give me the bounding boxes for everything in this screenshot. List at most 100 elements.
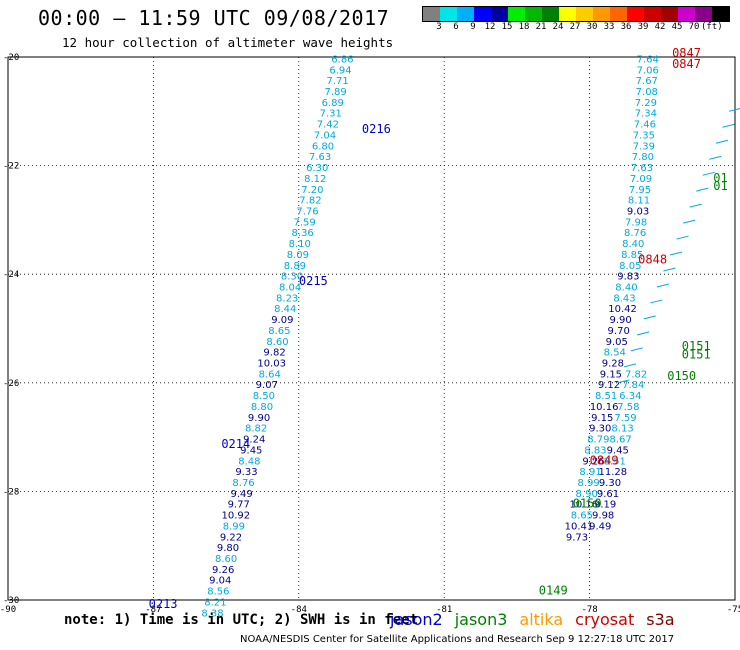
dense-track-mark xyxy=(650,299,663,304)
color-swatch xyxy=(457,7,474,21)
dense-track-mark xyxy=(656,283,669,288)
dense-track-mark xyxy=(617,379,630,384)
satellite-legend-item: altika xyxy=(519,610,564,629)
color-swatch xyxy=(474,7,491,21)
color-scale-tick: 21 xyxy=(535,22,547,32)
dense-track-mark xyxy=(709,155,722,160)
color-scale-tick: 27 xyxy=(569,22,581,32)
wave-height-value: 7.98 xyxy=(625,217,647,228)
axis-labels: -20 -22 -24 -26 -28 -30-90 -87 -84 -81 -78 -75 xyxy=(0,53,740,615)
wave-height-value: 10.16 xyxy=(590,402,619,413)
color-scale-tick: 18 xyxy=(518,22,530,32)
wave-height-value: 7.08 xyxy=(636,87,658,98)
pass-time-label: 0213 xyxy=(149,597,178,611)
wave-height-value: 8.83 xyxy=(584,445,606,456)
wave-height-value: 8.60 xyxy=(266,337,288,348)
wave-height-value: 8.85 xyxy=(621,250,643,261)
dense-track-mark xyxy=(669,251,683,256)
wave-height-value: 8.67 xyxy=(609,435,631,446)
wave-height-value: 8.05 xyxy=(619,261,641,272)
wave-height-value: 9.45 xyxy=(607,445,629,456)
wave-height-value: 9.03 xyxy=(627,206,649,217)
wave-height-value: 6.86 xyxy=(331,54,353,65)
lat-tick-label: -28 xyxy=(3,487,19,497)
wave-height-value: 8.60 xyxy=(215,554,237,565)
color-scale-tick: 39 xyxy=(637,22,649,32)
color-swatch xyxy=(712,7,729,21)
wave-height-value: 7.20 xyxy=(301,185,323,196)
dense-track-mark xyxy=(682,219,696,224)
pass-time-label: 0151 xyxy=(682,347,711,361)
wave-height-tracks: 6.866.947.717.896.897.317.427.046.807.63… xyxy=(201,54,740,619)
color-swatch xyxy=(440,7,457,21)
wave-height-value: 7.89 xyxy=(325,87,347,98)
wave-height-value: 8.36 xyxy=(292,228,314,239)
wave-height-value: 8.50 xyxy=(253,391,275,402)
color-swatch xyxy=(576,7,593,21)
wave-height-value: 8.64 xyxy=(259,369,281,380)
color-swatch xyxy=(593,7,610,21)
wave-height-value: 9.07 xyxy=(256,380,278,391)
wave-height-value: 8.76 xyxy=(232,478,254,489)
color-scale-tick: (ft) xyxy=(701,22,723,32)
wave-height-value: 7.76 xyxy=(296,206,318,217)
wave-height-value: 8.21 xyxy=(204,597,226,608)
wave-height-value: 9.98 xyxy=(592,511,614,522)
wave-height-value: 8.38 xyxy=(201,608,223,619)
wave-height-value: 6.34 xyxy=(619,391,641,402)
wave-height-value: 9.28 xyxy=(602,359,624,370)
wave-height-value: 8.76 xyxy=(624,228,646,239)
wave-height-value: 8.23 xyxy=(276,293,298,304)
color-swatch xyxy=(491,7,508,21)
wave-height-value: 9.15 xyxy=(591,413,613,424)
wave-height-value: 7.06 xyxy=(637,65,659,76)
wave-height-value: 7.80 xyxy=(632,152,654,163)
dense-track-mark xyxy=(689,203,702,208)
wave-height-value: 7.34 xyxy=(635,109,657,120)
dense-track-mark xyxy=(696,187,709,192)
wave-height-value: 9.73 xyxy=(566,532,588,543)
satellite-legend-item: jason3 xyxy=(454,610,508,629)
wave-height-value: 8.43 xyxy=(613,293,635,304)
pass-time-label: 0847 xyxy=(672,57,701,71)
wave-height-value: 9.49 xyxy=(230,489,252,500)
wave-height-value: 8.44 xyxy=(274,304,296,315)
wave-height-value: 10.03 xyxy=(257,359,286,370)
map-grid xyxy=(7,56,736,601)
wave-height-value: 7.82 xyxy=(299,196,321,207)
wave-height-value: 7.04 xyxy=(314,130,336,141)
dense-track-mark xyxy=(702,171,715,176)
pass-time-label: 0848 xyxy=(638,252,667,266)
track-right-a: 7.647.067.677.087.297.347.467.357.397.80… xyxy=(565,54,659,543)
wave-height-value: 9.19 xyxy=(594,500,616,511)
pass-time-label: 0215 xyxy=(299,274,328,288)
color-scale-tick: 42 xyxy=(654,22,666,32)
pass-time-label: 01 xyxy=(713,171,727,185)
wave-height-value: 7.63 xyxy=(309,152,331,163)
wave-height-value: 7.35 xyxy=(633,130,655,141)
pass-time-label: 0149 xyxy=(539,584,568,598)
wave-height-value: 8.13 xyxy=(611,424,633,435)
wave-height-value: 7.58 xyxy=(617,402,639,413)
wave-height-value: 8.82 xyxy=(245,424,267,435)
wave-height-value: 7.46 xyxy=(634,120,656,131)
wave-height-value: 8.40 xyxy=(622,239,644,250)
wave-height-value: 9.70 xyxy=(608,326,630,337)
dense-track-mark xyxy=(728,108,740,112)
wave-height-value: 8.40 xyxy=(615,282,637,293)
map-subtitle: 12 hour collection of altimeter wave hei… xyxy=(62,35,394,50)
wave-height-value: 8.89 xyxy=(284,261,306,272)
lon-tick-label: -81 xyxy=(436,605,452,615)
wave-height-value: 7.67 xyxy=(636,76,658,87)
dense-track-mark xyxy=(722,123,735,128)
wave-height-value: 7.59 xyxy=(614,413,636,424)
color-scale-tick: 15 xyxy=(501,22,513,32)
wave-height-value: 8.11 xyxy=(628,196,650,207)
dense-track-mark xyxy=(663,267,676,272)
wave-height-value: 9.45 xyxy=(240,445,262,456)
wave-height-value: 6.89 xyxy=(322,98,344,109)
lat-tick-label: -24 xyxy=(3,270,19,280)
wave-height-value: 11.28 xyxy=(599,467,628,478)
